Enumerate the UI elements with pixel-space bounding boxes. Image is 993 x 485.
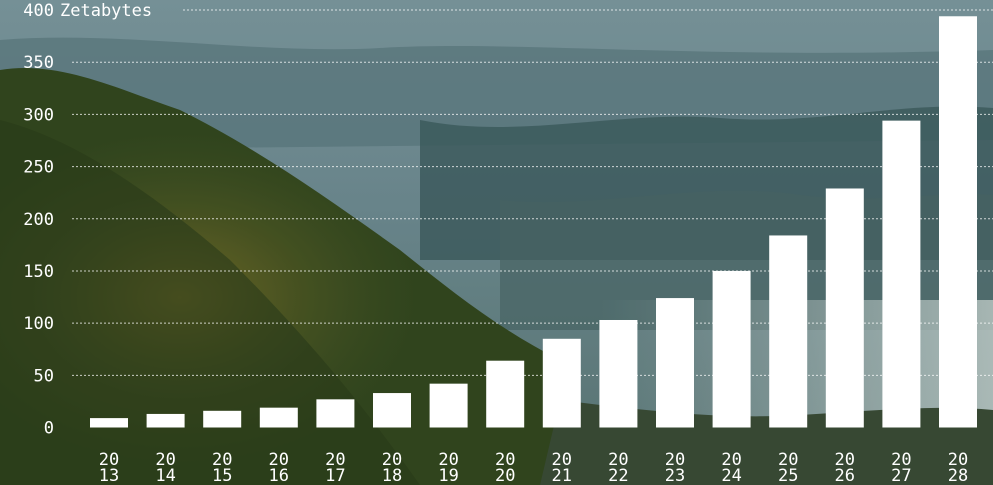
grid-lines	[72, 9, 993, 376]
bar-2028	[939, 16, 977, 428]
bar-2013	[90, 418, 128, 428]
bar-2020	[486, 360, 525, 428]
bar-2022	[599, 319, 638, 428]
x-tick-label-2027: 20 27	[891, 450, 911, 485]
bar-2023	[656, 298, 694, 428]
x-tick-label-2018: 20 18	[382, 450, 402, 485]
bar-2018	[373, 393, 411, 428]
x-tick-label-2016: 20 16	[269, 450, 289, 485]
x-tick-label-2023: 20 23	[665, 450, 685, 485]
y-tick-label: 350	[23, 53, 54, 73]
bars	[90, 16, 977, 428]
x-tick-label-2013: 20 13	[99, 450, 119, 485]
y-tick-label: 400	[23, 1, 54, 21]
bar-2015	[203, 410, 242, 428]
y-tick-label: 250	[23, 158, 54, 178]
y-tick-label: 200	[23, 210, 54, 230]
x-tick-label-2014: 20 14	[155, 450, 175, 485]
bar-2017	[316, 399, 355, 428]
bar-2027	[882, 120, 921, 428]
y-axis-ticks: 0 50 100 150 200 250 300 350 400	[23, 1, 54, 439]
bar-2016	[259, 407, 298, 428]
bar-2014	[146, 413, 185, 428]
bar-2026	[825, 188, 864, 428]
bar-2024	[712, 270, 751, 428]
bar-2019	[429, 383, 468, 428]
x-tick-label-2026: 20 26	[835, 450, 855, 485]
x-tick-label-2021: 20 21	[552, 450, 572, 485]
x-tick-label-2025: 20 25	[778, 450, 798, 485]
x-tick-label-2024: 20 24	[721, 450, 741, 485]
y-tick-label: 300	[23, 105, 54, 125]
y-tick-label: 100	[23, 314, 54, 334]
x-tick-label-2022: 20 22	[608, 450, 628, 485]
y-tick-label: 50	[34, 366, 54, 386]
y-axis-unit-label: Zetabytes	[60, 1, 152, 21]
bar-2021	[542, 338, 581, 428]
x-tick-label-2020: 20 20	[495, 450, 515, 485]
x-tick-label-2019: 20 19	[438, 450, 458, 485]
bar-2025	[769, 235, 808, 428]
x-tick-label-2017: 20 17	[325, 450, 345, 485]
y-tick-label: 0	[44, 419, 54, 439]
x-axis-labels: 20 13 20 14 20 15 20 16 20 17 20 18 20 19 20 20 20 21 20 22…	[99, 450, 968, 485]
y-tick-label: 150	[23, 262, 54, 282]
x-tick-label-2015: 20 15	[212, 450, 232, 485]
x-tick-label-2028: 20 28	[948, 450, 968, 485]
